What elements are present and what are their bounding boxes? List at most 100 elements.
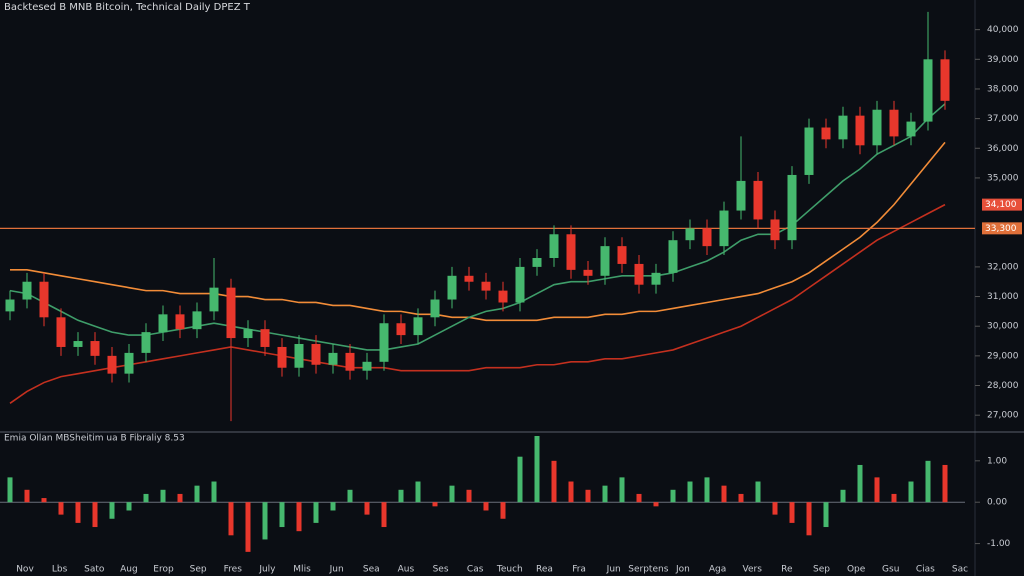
y-tick-label: 38,000 — [987, 84, 1019, 94]
candle-body — [141, 332, 151, 353]
x-tick-label: Vers — [743, 565, 763, 575]
histogram-bar — [330, 502, 336, 511]
candle-body — [583, 269, 593, 276]
histogram-bar — [925, 460, 931, 503]
histogram-bar — [619, 477, 625, 503]
histogram-bar — [483, 502, 489, 511]
candle-body — [821, 127, 831, 140]
candle-body — [515, 266, 525, 303]
candle-body — [498, 290, 508, 303]
y-tick-label: 36,000 — [987, 144, 1019, 154]
x-tick-label: Ope — [847, 565, 866, 575]
candle-body — [702, 228, 712, 247]
candle-body — [124, 352, 134, 374]
chart-title: Backtesed B MNB Bitcoin, Technical Daily… — [4, 2, 251, 13]
histogram-bar — [211, 481, 217, 503]
candle-body — [889, 109, 899, 137]
histogram-bar — [857, 464, 863, 503]
x-tick-label: Lbs — [52, 565, 68, 575]
candle-body — [617, 246, 627, 264]
candle-body — [107, 355, 117, 374]
x-tick-label: Jon — [675, 565, 690, 575]
histogram-bar — [568, 481, 574, 503]
histogram-bar — [296, 502, 302, 532]
histogram-bar — [908, 481, 914, 503]
histogram-bar — [585, 489, 591, 503]
candle-body — [753, 180, 763, 220]
candle-body — [328, 352, 338, 365]
histogram-bar — [466, 489, 472, 503]
histogram-bar — [347, 489, 353, 503]
candle-body — [787, 174, 797, 241]
indicator-title: Emia Ollan MBSheitim ua B Fibraliy 8.53 — [4, 434, 185, 444]
histogram-bar — [874, 477, 880, 503]
candle-body — [396, 323, 406, 336]
candle-body — [158, 314, 168, 333]
histogram-bar — [772, 502, 778, 515]
candle-body — [209, 287, 219, 312]
x-tick-label: Sep — [813, 565, 830, 575]
y-tick-label: -1.00 — [987, 539, 1011, 549]
x-tick-label: Sea — [363, 565, 380, 575]
histogram-bar — [228, 502, 234, 536]
x-tick-label: July — [258, 565, 276, 575]
y-tick-label: 30,000 — [987, 322, 1019, 332]
level-label: 33,300 — [985, 224, 1017, 234]
candle-body — [549, 234, 559, 258]
candle-body — [481, 281, 491, 291]
candle-body — [872, 109, 882, 146]
histogram-bar — [738, 493, 744, 503]
histogram-bar — [823, 502, 829, 528]
candle-body — [651, 272, 661, 285]
x-tick-label: Sac — [952, 565, 968, 575]
histogram-bar — [755, 481, 761, 503]
y-tick-label: 29,000 — [987, 351, 1019, 361]
x-tick-label: Erop — [153, 565, 174, 575]
candle-body — [719, 210, 729, 247]
candle-body — [447, 275, 457, 300]
histogram-bar — [500, 502, 506, 519]
y-tick-label: 28,000 — [987, 381, 1019, 391]
histogram-bar — [602, 485, 608, 503]
x-tick-label: Serptens — [628, 565, 668, 575]
y-tick-label: 1.00 — [987, 456, 1007, 466]
candle-body — [362, 361, 372, 371]
histogram-bar — [75, 502, 81, 523]
candle-body — [294, 344, 304, 368]
histogram-bar — [636, 493, 642, 503]
candle-body — [464, 275, 474, 282]
candle-body — [634, 263, 644, 285]
candle-body — [192, 311, 202, 330]
x-tick-label: Aga — [709, 565, 726, 575]
candle-body — [311, 344, 321, 365]
y-tick-label: 0.00 — [987, 498, 1007, 508]
candle-body — [804, 127, 814, 175]
histogram-bar — [41, 498, 47, 503]
candle-body — [345, 352, 355, 371]
moving-average — [10, 141, 946, 322]
x-tick-label: Cias — [916, 565, 935, 575]
histogram-bar — [398, 489, 404, 503]
histogram-bar — [177, 493, 183, 503]
histogram-bar — [415, 481, 421, 503]
x-tick-label: Re — [781, 565, 793, 575]
x-tick-label: Fres — [224, 565, 243, 575]
price-tag-label: 34,100 — [985, 200, 1017, 210]
histogram-bar — [364, 502, 370, 515]
y-tick-label: 39,000 — [987, 55, 1019, 65]
x-tick-label: Mlis — [293, 565, 311, 575]
histogram-bar — [262, 502, 268, 540]
histogram-bar — [721, 485, 727, 503]
candle-body — [175, 314, 185, 330]
histogram-bar — [381, 502, 387, 528]
candle-body — [277, 346, 287, 368]
histogram-bar — [279, 502, 285, 528]
histogram-bar — [840, 489, 846, 503]
x-tick-label: Sep — [190, 565, 207, 575]
y-tick-label: 35,000 — [987, 173, 1019, 183]
candle-body — [22, 281, 32, 300]
y-tick-label: 32,000 — [987, 262, 1019, 272]
